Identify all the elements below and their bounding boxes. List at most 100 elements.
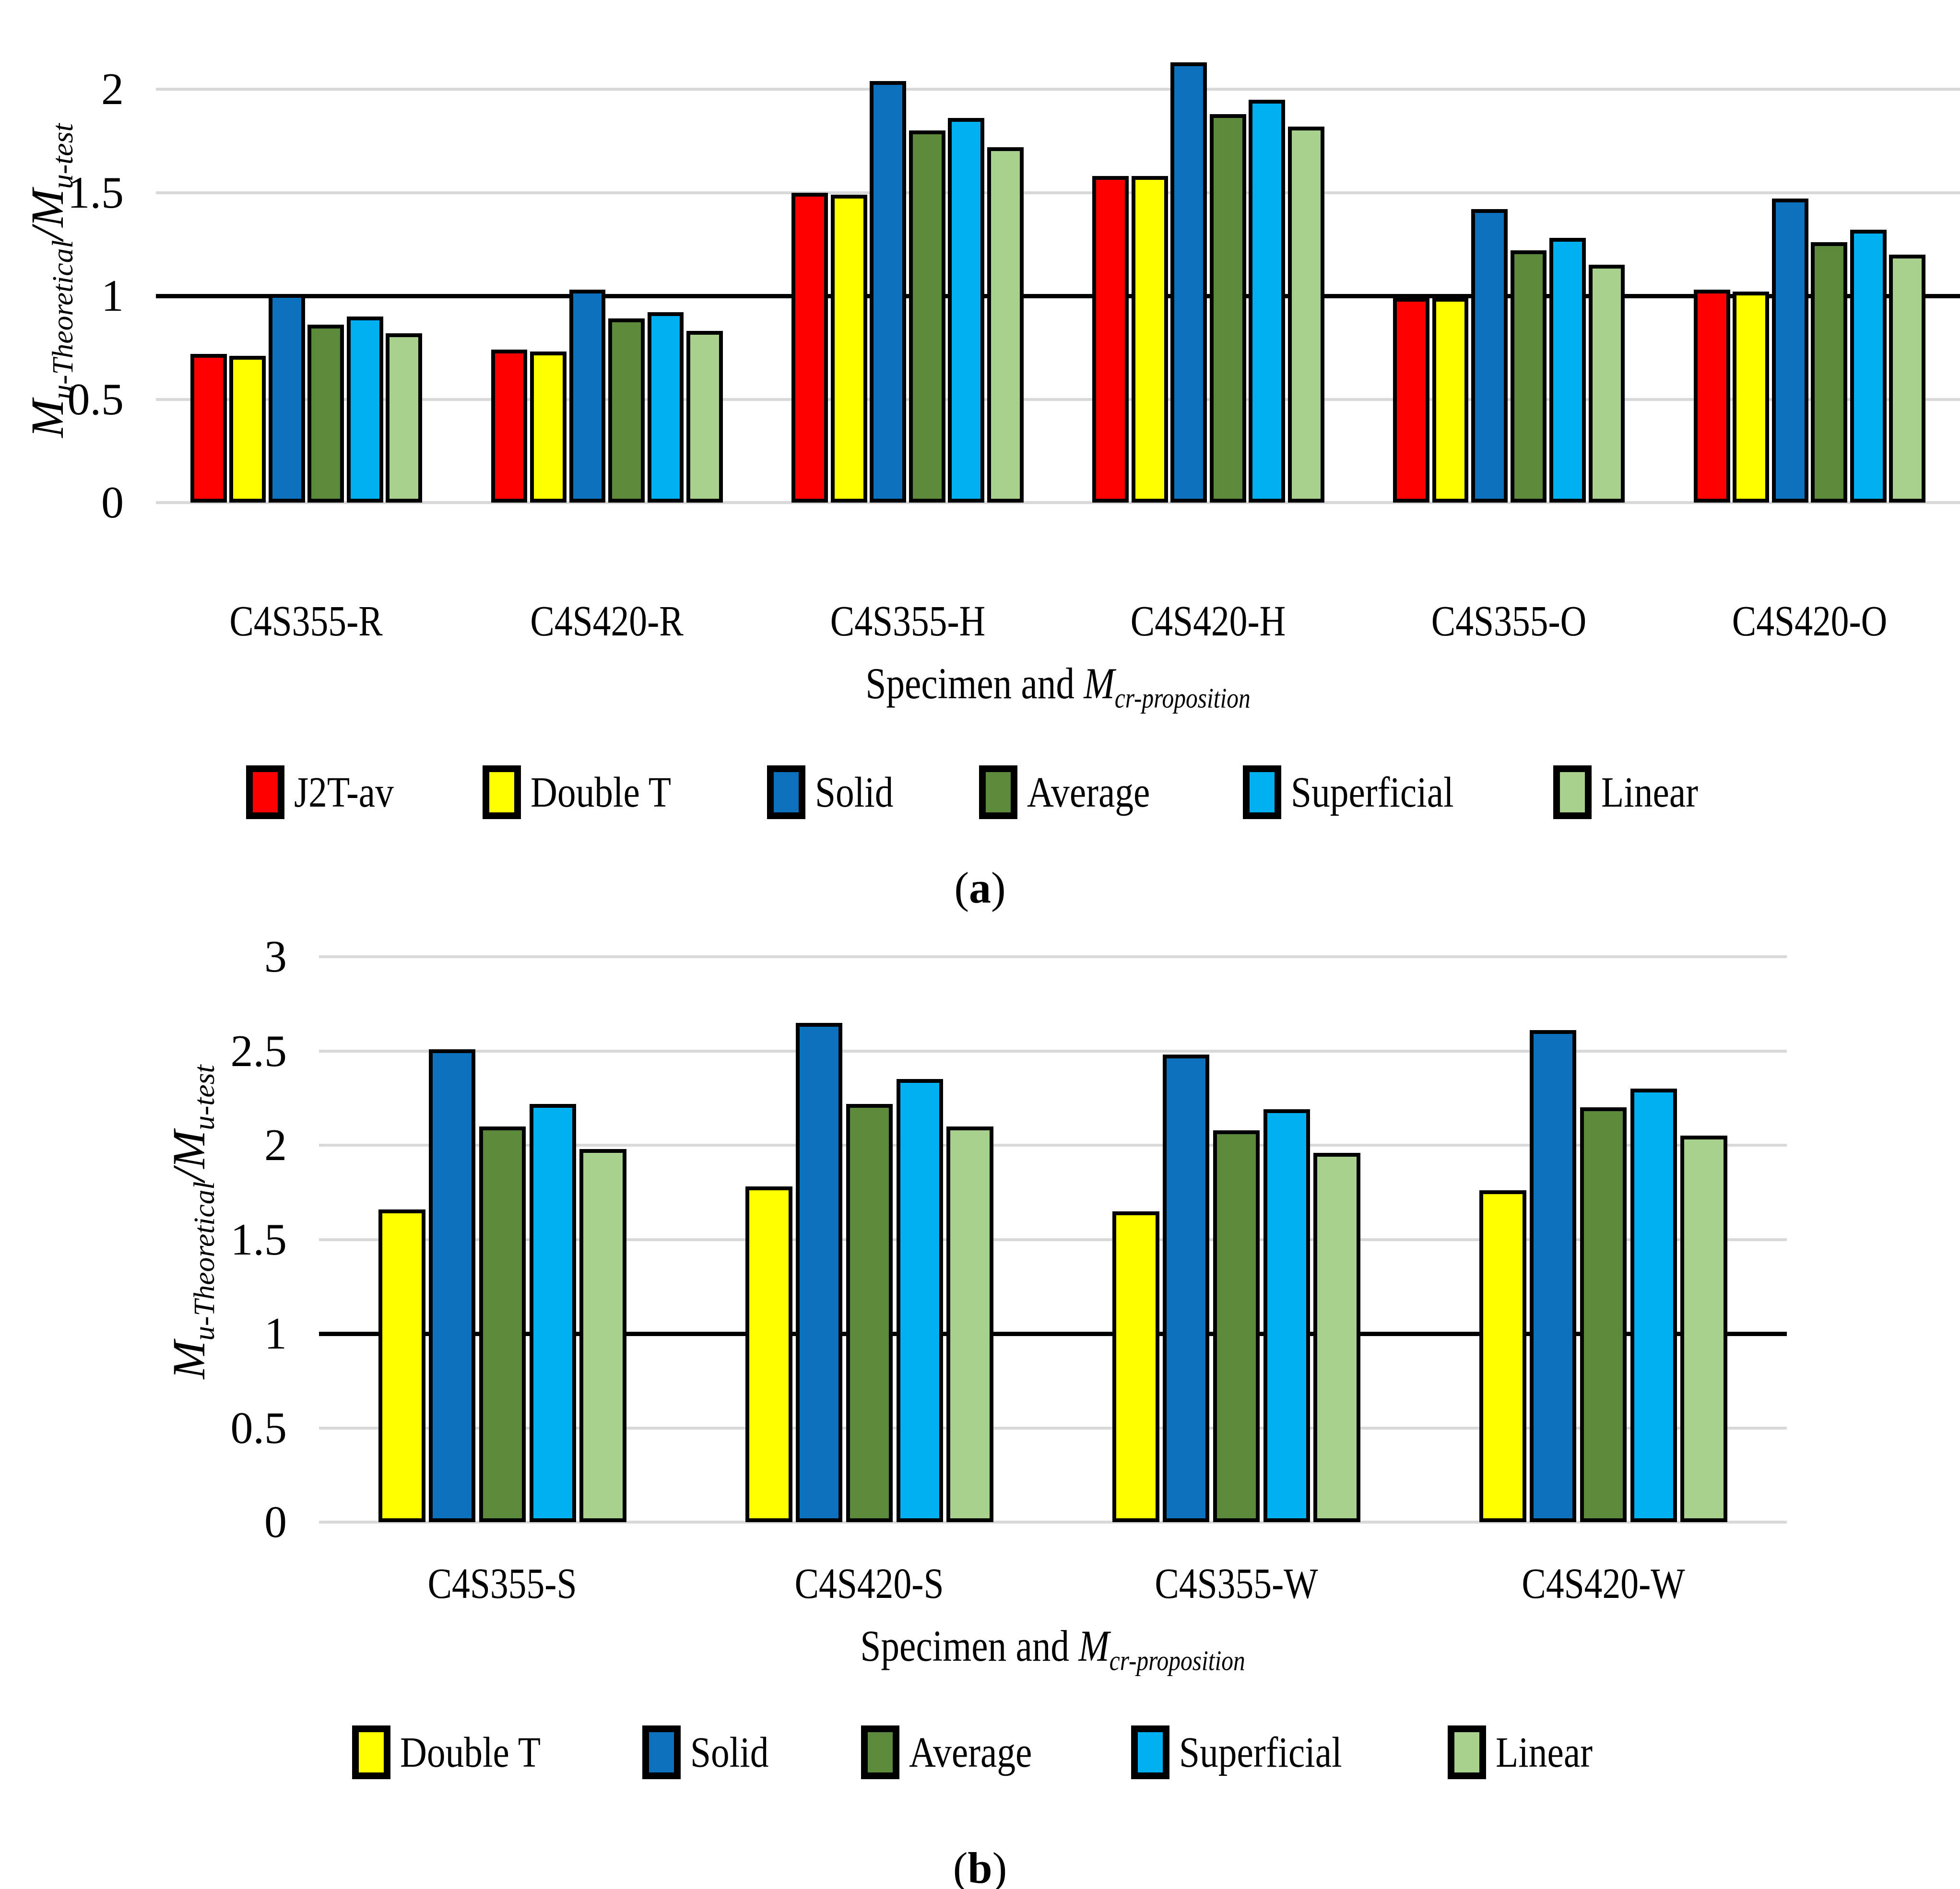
legend-label: Superficial xyxy=(1291,768,1454,816)
legend-item-J2T-av: J2T-av xyxy=(246,765,410,819)
plot-area-b xyxy=(319,938,1787,1524)
y-tick-label-0: 0 xyxy=(264,1497,287,1547)
legend-swatch-Linear xyxy=(1553,765,1592,819)
bar-Average-C4S420-R xyxy=(608,318,645,503)
y-tick-label-0: 0 xyxy=(101,478,124,528)
caption-a: (a) xyxy=(0,862,1960,913)
bar-Double-T-C4S420-S xyxy=(745,1186,792,1522)
x-category-label-text: C4S420-O xyxy=(1732,598,1888,645)
bar-Superficial-C4S355-R xyxy=(346,317,383,503)
bar-J2T-av-C4S355-H xyxy=(791,192,828,503)
legend-label: Solid xyxy=(690,1728,769,1776)
bar-Linear-C4S355-H xyxy=(987,147,1024,503)
x-category-label-text: C4S420-H xyxy=(1131,598,1286,645)
x-category-label-C4S420-O: C4S420-O xyxy=(1642,594,1960,649)
bar-Linear-C4S355-W xyxy=(1313,1152,1360,1522)
legend-item-Superficial: Superficial xyxy=(1243,765,1480,819)
caption-b-paren-open: ( xyxy=(953,1843,968,1889)
bar-Average-C4S420-S xyxy=(846,1103,893,1522)
bar-Linear-C4S355-O xyxy=(1588,265,1625,503)
bar-Linear-C4S355-R xyxy=(386,333,423,503)
legend-swatch-Average xyxy=(979,765,1018,819)
legend-swatch-Average xyxy=(861,1725,899,1779)
y-tick-label-2.5: 2.5 xyxy=(230,1026,287,1076)
x-category-label-C4S420-S: C4S420-S xyxy=(702,1556,1038,1612)
bar-J2T-av-C4S420-O xyxy=(1693,290,1730,503)
bar-Linear-C4S420-O xyxy=(1889,254,1926,503)
bar-Superficial-C4S420-H xyxy=(1249,99,1286,503)
x-category-label-C4S355-H: C4S355-H xyxy=(740,594,1075,649)
bar-Double-T-C4S355-O xyxy=(1432,298,1469,503)
x-category-label-C4S355-R: C4S355-R xyxy=(138,594,474,649)
legend-label: Solid xyxy=(815,768,894,816)
x-category-label-text: C4S420-S xyxy=(795,1560,944,1607)
gridline-y-2 xyxy=(156,88,1960,91)
gridline-y-0.5 xyxy=(319,1426,1787,1430)
gridline-y-3 xyxy=(319,955,1787,958)
bar-Linear-C4S420-R xyxy=(686,331,723,503)
x-category-label-C4S420-R: C4S420-R xyxy=(439,594,775,649)
bar-Double-T-C4S420-R xyxy=(530,352,567,503)
legend-swatch-Superficial xyxy=(1243,765,1282,819)
x-category-label-text: C4S355-R xyxy=(229,598,383,645)
x-category-label-C4S355-S: C4S355-S xyxy=(335,1556,671,1612)
y-tick-label-3: 3 xyxy=(264,932,287,982)
x-category-label-text: C4S355-W xyxy=(1155,1560,1318,1607)
bar-Superficial-C4S355-H xyxy=(948,118,985,503)
legend-item-Linear: Linear xyxy=(1553,765,1714,819)
legend-item-Solid: Solid xyxy=(767,765,906,819)
bar-Double-T-C4S420-W xyxy=(1479,1190,1526,1522)
y-tick-label-1: 1 xyxy=(264,1309,287,1359)
y-tick-label-2: 2 xyxy=(101,64,124,114)
bar-Linear-C4S420-H xyxy=(1287,126,1324,503)
bar-Linear-C4S420-W xyxy=(1680,1136,1727,1522)
bar-Solid-C4S420-W xyxy=(1529,1030,1577,1522)
legend-label: Double T xyxy=(531,768,672,816)
gridline-y-1.5 xyxy=(319,1238,1787,1241)
reference-line-1 xyxy=(156,294,1960,298)
bar-J2T-av-C4S420-R xyxy=(491,350,528,503)
x-category-label-C4S420-H: C4S420-H xyxy=(1040,594,1376,649)
caption-a-paren-close: ) xyxy=(991,863,1006,912)
bar-Superficial-C4S355-S xyxy=(529,1103,577,1522)
gridline-y-2 xyxy=(319,1144,1787,1147)
bar-Solid-C4S355-W xyxy=(1162,1055,1210,1522)
x-axis-title-a: Specimen and Mcr-proposition xyxy=(865,659,1251,714)
x-category-label-text: C4S355-O xyxy=(1431,598,1587,645)
legend-label: Double T xyxy=(400,1728,541,1776)
legend-label: Superficial xyxy=(1179,1728,1342,1776)
legend-item-Double-T: Double T xyxy=(352,1725,564,1779)
legend-item-Average: Average xyxy=(979,765,1170,819)
bar-Solid-C4S355-R xyxy=(268,293,305,503)
bar-Superficial-C4S355-W xyxy=(1263,1109,1311,1522)
bar-Linear-C4S355-S xyxy=(579,1149,626,1522)
legend-item-Linear: Linear xyxy=(1447,1725,1608,1779)
bar-Superficial-C4S420-R xyxy=(647,312,684,503)
bar-J2T-av-C4S355-R xyxy=(190,353,227,503)
legend-swatch-Solid xyxy=(642,1725,681,1779)
legend-label: Linear xyxy=(1495,1728,1593,1776)
bar-Average-C4S420-O xyxy=(1811,242,1848,503)
y-tick-label-1: 1 xyxy=(101,271,124,321)
bar-Average-C4S355-H xyxy=(909,130,945,503)
bar-Solid-C4S355-O xyxy=(1471,209,1508,503)
caption-b: (b) xyxy=(0,1842,1960,1889)
bar-Solid-C4S420-O xyxy=(1771,199,1808,503)
y-tick-label-1.5: 1.5 xyxy=(230,1214,287,1265)
x-category-label-text: C4S355-S xyxy=(428,1560,577,1607)
legend-swatch-Linear xyxy=(1447,1725,1486,1779)
legend-swatch-Superficial xyxy=(1131,1725,1169,1779)
legend-swatch-Solid xyxy=(767,765,806,819)
x-axis-title-b: Specimen and Mcr-proposition xyxy=(860,1621,1246,1677)
legend-swatch-Double-T xyxy=(352,1725,390,1779)
y-tick-label-2: 2 xyxy=(264,1120,287,1170)
bar-Average-C4S355-S xyxy=(479,1126,526,1522)
gridline-y-1.5 xyxy=(156,191,1960,194)
bar-Double-T-C4S355-R xyxy=(229,355,266,503)
bar-Solid-C4S355-S xyxy=(428,1049,476,1522)
bar-Superficial-C4S355-O xyxy=(1549,238,1586,503)
bar-Average-C4S355-W xyxy=(1213,1130,1260,1522)
bar-Double-T-C4S355-H xyxy=(830,194,867,503)
legend-a: J2T-av Double T Solid Average Superficial Lin… xyxy=(0,765,1960,819)
bar-Superficial-C4S420-S xyxy=(896,1079,944,1522)
